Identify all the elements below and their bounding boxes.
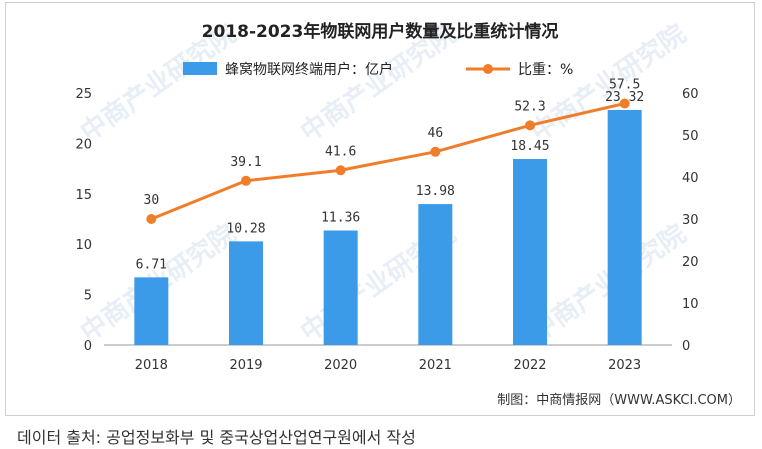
left-tick-label: 15 (75, 188, 92, 203)
right-tick-label: 0 (682, 339, 690, 354)
ratio-point-2022 (525, 120, 535, 131)
legend-line-marker (483, 64, 493, 74)
left-tick-label: 20 (75, 137, 92, 152)
bar-value-label: 23.32 (605, 90, 644, 105)
ratio-value-label: 41.6 (325, 144, 356, 159)
x-tick-label: 2023 (608, 358, 641, 373)
ratio-point-2019 (241, 175, 251, 186)
bar-value-label: 10.28 (226, 221, 265, 236)
bar-value-label: 13.98 (416, 184, 455, 199)
right-tick-label: 10 (682, 297, 699, 312)
ratio-value-label: 57.5 (609, 78, 640, 93)
source-note: 데이터 출처: 공업정보화부 및 중국상업산업연구원에서 작성 (17, 428, 416, 447)
x-tick-label: 2018 (135, 358, 168, 373)
ratio-point-2023 (619, 98, 630, 109)
bar-2019 (229, 241, 263, 345)
chart-title: 2018-2023年物联网用户数量及比重统计情况 (202, 21, 559, 42)
ratio-value-label: 39.1 (230, 155, 261, 170)
ratio-point-2018 (146, 214, 157, 224)
bar-value-label: 18.45 (510, 139, 549, 154)
right-tick-label: 60 (682, 87, 699, 102)
legend-bar-label: 蜂窝物联网终端用户：亿户 (225, 61, 393, 78)
ratio-value-label: 52.3 (514, 99, 545, 114)
right-tick-label: 50 (682, 129, 699, 144)
bar-2023 (607, 109, 642, 345)
right-tick-label: 40 (682, 171, 699, 186)
right-tick-label: 30 (682, 213, 699, 228)
x-tick-label: 2021 (419, 358, 452, 373)
x-tick-label: 2020 (324, 358, 357, 373)
ratio-line (150, 102, 626, 221)
ratio-point-2021 (430, 146, 441, 157)
left-tick-label: 25 (75, 87, 92, 102)
ratio-point-2020 (335, 165, 346, 176)
ratio-value-label: 30 (144, 193, 160, 208)
x-tick-label: 2019 (229, 358, 262, 373)
bar-2021 (418, 204, 453, 345)
bar-2020 (323, 230, 358, 345)
bar-2022 (513, 159, 547, 345)
left-tick-label: 0 (84, 339, 92, 354)
x-tick-label: 2022 (513, 358, 546, 373)
credit-text: 制图：中商情报网（WWW.ASKCI.COM） (497, 393, 741, 408)
bar-value-label: 11.36 (321, 210, 360, 225)
ratio-value-label: 46 (428, 126, 444, 141)
left-tick-label: 10 (75, 238, 92, 253)
chart-svg: 2018-2023年物联网用户数量及比重统计情况 蜂窝物联网终端用户：亿户 比重… (75, 21, 741, 408)
left-tick-label: 5 (84, 289, 92, 304)
right-tick-label: 20 (682, 255, 699, 270)
legend-bar-swatch (183, 62, 217, 75)
chart-frame: 中商产业研究院 中商产业研究院 中商产业研究院 中商产业研究院 中商产业研究院 … (5, 2, 755, 416)
legend-line-label: 比重：% (518, 62, 573, 78)
bar-2018 (134, 277, 169, 345)
bar-value-label: 6.71 (136, 257, 167, 272)
